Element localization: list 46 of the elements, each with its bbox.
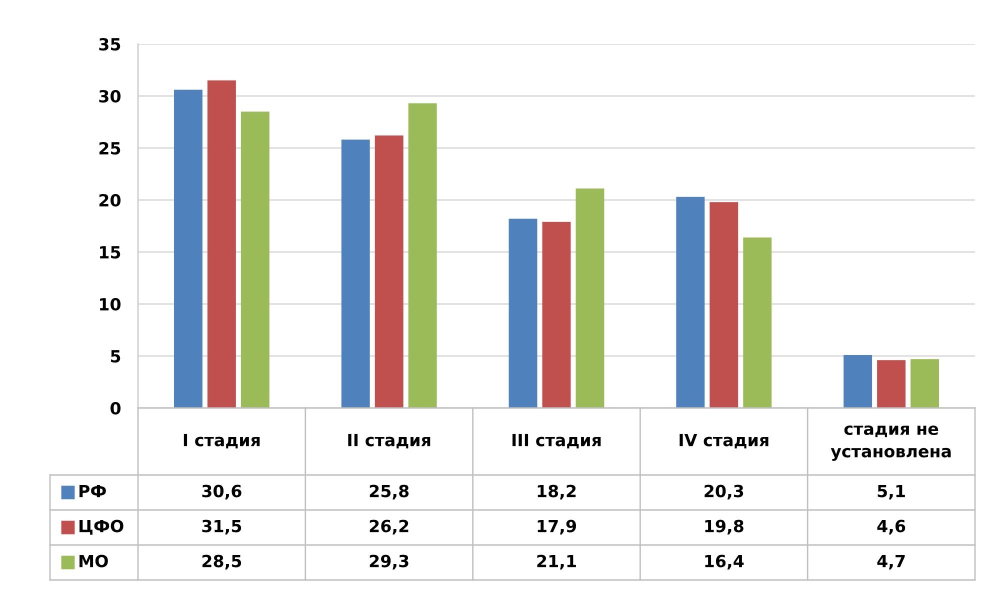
bar [542, 222, 571, 408]
legend-label: ЦФО [80, 520, 124, 535]
legend-label: МО [80, 554, 108, 568]
bar [844, 354, 872, 408]
bar [174, 90, 202, 408]
x-tick-label: I стадия [184, 434, 260, 448]
data-label: 19,8 [705, 520, 744, 534]
x-tick-label: III стадия [512, 434, 601, 448]
data-label: 16,4 [705, 554, 744, 570]
legend-label: РФ [80, 484, 106, 498]
data-label: 4,7 [877, 554, 905, 570]
y-tick-label: 20 [99, 194, 121, 207]
x-tick-label: IV стадия [680, 434, 768, 448]
bar [240, 112, 270, 408]
data-label: 28,5 [202, 554, 242, 570]
data-label: 17,9 [538, 520, 576, 534]
bar [910, 359, 940, 408]
data-label: 29,3 [370, 554, 408, 570]
y-tick-label: 5 [111, 350, 120, 363]
x-tick-label: II стадия [348, 434, 430, 448]
data-label: 18,2 [538, 484, 576, 500]
y-tick-label: 25 [99, 142, 120, 155]
y-tick-label: 30 [99, 90, 121, 103]
bar [676, 196, 705, 408]
bar [576, 188, 604, 408]
data-label: 30,6 [202, 484, 242, 500]
bar [508, 218, 538, 408]
bar [710, 202, 738, 408]
data-label: 31,5 [202, 520, 242, 534]
bar [743, 237, 772, 408]
y-tick-label: 15 [100, 246, 120, 259]
bar [341, 140, 370, 408]
x-tick-label: стадия не установлена [830, 425, 951, 461]
data-label: 4,6 [877, 520, 906, 534]
bar [408, 103, 437, 408]
y-tick-label: 10 [100, 298, 121, 311]
data-label: 26,2 [370, 520, 408, 534]
data-label: 5,1 [878, 484, 905, 500]
data-label: 25,8 [370, 484, 409, 500]
bar [374, 136, 404, 408]
bar [207, 80, 236, 408]
y-tick-label: 35 [99, 38, 120, 51]
data-label: 21,1 [537, 554, 576, 570]
data-label: 20,3 [704, 484, 744, 500]
bar [877, 360, 906, 408]
y-tick-label: 0 [110, 402, 121, 415]
